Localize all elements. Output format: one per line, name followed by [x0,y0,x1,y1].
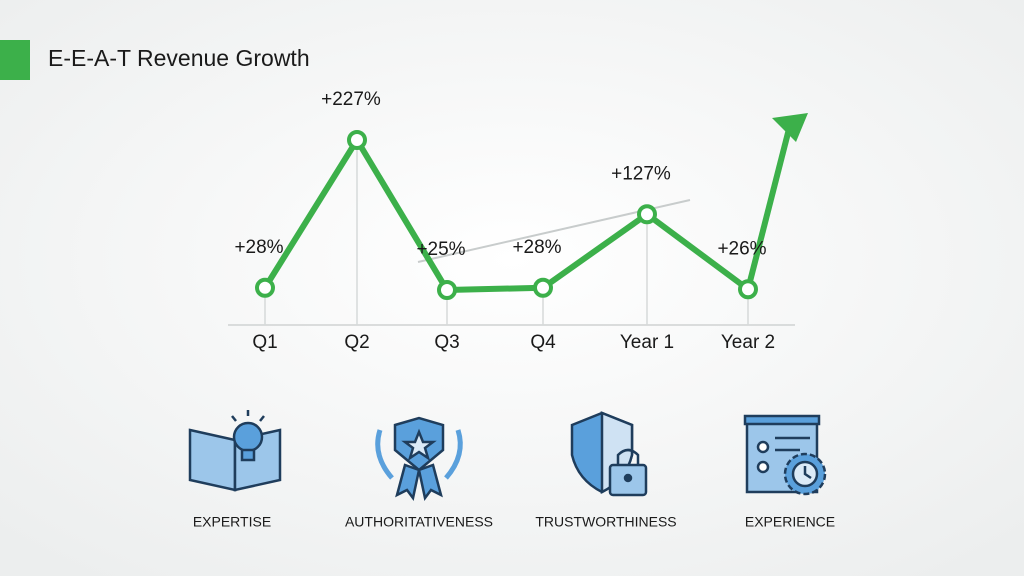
x-tick-label: Q3 [434,332,459,353]
trust-icon [570,411,648,497]
expertise-icon [188,410,282,492]
x-tick-label: Q2 [344,332,369,353]
value-label: +28% [234,237,283,258]
point [347,130,367,150]
point [738,279,758,300]
pillar-label: EXPERTISE [193,514,271,530]
experience-icon [743,414,827,496]
x-tick-label: Q1 [252,332,277,353]
value-label: +227% [321,89,381,110]
value-label: +26% [717,238,766,259]
x-tick-label: Q4 [530,332,556,353]
title-accent [0,40,30,80]
chart-title: E-E-A-T Revenue Growth [48,45,310,71]
point [255,277,275,298]
arrow-head [772,113,808,142]
point [437,280,457,300]
value-label: +28% [512,237,561,258]
pillar-label: AUTHORITATIVENESS [345,514,493,530]
point [637,204,657,225]
value-label: +127% [611,163,671,184]
x-tick-label: Year 2 [721,332,775,353]
value-label: +25% [416,239,465,260]
line [262,137,750,293]
x-tick-label: Year 1 [620,332,674,353]
pillar-labels: EXPERTISE AUTHORITATIVENESS TRUSTWORTHINES… [193,514,835,530]
arrow-shaft [745,124,793,291]
authority-icon [375,416,463,501]
plot: +28% Q1 +227% Q2 +25% Q3 +28% Q4 +127% Year 1 +26%… [234,89,808,353]
point [533,277,553,298]
pillar-label: TRUSTWORTHINESS [535,514,676,530]
pillar-label: EXPERIENCE [745,514,835,530]
